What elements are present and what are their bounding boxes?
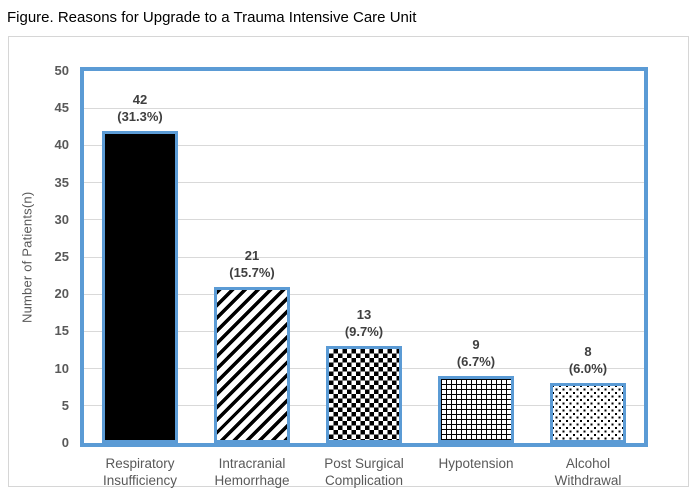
bar-hypotension [438, 376, 514, 443]
y-tick-label: 25 [54, 249, 69, 264]
bar-percent: (6.0%) [568, 361, 608, 376]
bar-count: 21 [244, 248, 260, 263]
bar-post-surgical-complication [326, 346, 402, 443]
y-tick-label: 35 [54, 174, 69, 190]
bar-count: 8 [584, 344, 592, 359]
gridline [84, 107, 644, 109]
bar-respiratory-insufficiency [102, 131, 178, 443]
bar-percent: (6.7%) [456, 354, 496, 369]
y-tick-label: 15 [54, 323, 69, 339]
gridline [84, 144, 644, 146]
x-category-label: Hypotension [438, 456, 514, 471]
bar-percent: (31.3%) [117, 109, 163, 124]
y-tick-label: 50 [54, 63, 69, 78]
bar-count: 9 [472, 337, 480, 352]
bar-value-label: 42 (31.3%) [85, 91, 195, 125]
x-category-label: Alcohol Withdrawal [554, 456, 622, 488]
y-tick-label: 40 [54, 137, 69, 153]
bar-value-label: 13 (9.7%) [309, 306, 419, 340]
bar-value-label: 9 (6.7%) [421, 336, 531, 370]
bar-count: 13 [356, 307, 372, 322]
figure-title: Figure. Reasons for Upgrade to a Trauma … [7, 9, 417, 26]
bar-count: 42 [132, 92, 148, 107]
bar-intracranial-hemorrhage [214, 287, 290, 443]
gridline [84, 182, 644, 184]
bar-percent: (9.7%) [344, 324, 384, 339]
y-tick-label: 0 [61, 435, 69, 450]
gridline [84, 256, 644, 258]
y-tick-label: 20 [54, 286, 69, 302]
y-tick-label: 5 [61, 397, 69, 413]
bar-value-label: 21 (15.7%) [197, 247, 307, 281]
gridline [84, 293, 644, 295]
bar-value-label: 8 (6.0%) [533, 343, 643, 377]
y-tick-label: 10 [54, 360, 69, 376]
x-category-label: Intracranial Hemorrhage [214, 456, 290, 488]
x-category-label: Respiratory Insufficiency [102, 456, 178, 488]
y-tick-label: 30 [54, 211, 69, 227]
plot-area [80, 67, 648, 447]
x-category-label: Post Surgical Complication [324, 456, 404, 488]
bar-alcohol-withdrawal [550, 383, 626, 443]
gridline [84, 219, 644, 221]
bar-percent: (15.7%) [229, 265, 275, 280]
gridline [84, 330, 644, 332]
chart-border-box: Number of Patients(n) 0 5 10 15 20 25 30 35 40 45… [8, 36, 689, 488]
y-tick-label: 45 [54, 100, 69, 116]
